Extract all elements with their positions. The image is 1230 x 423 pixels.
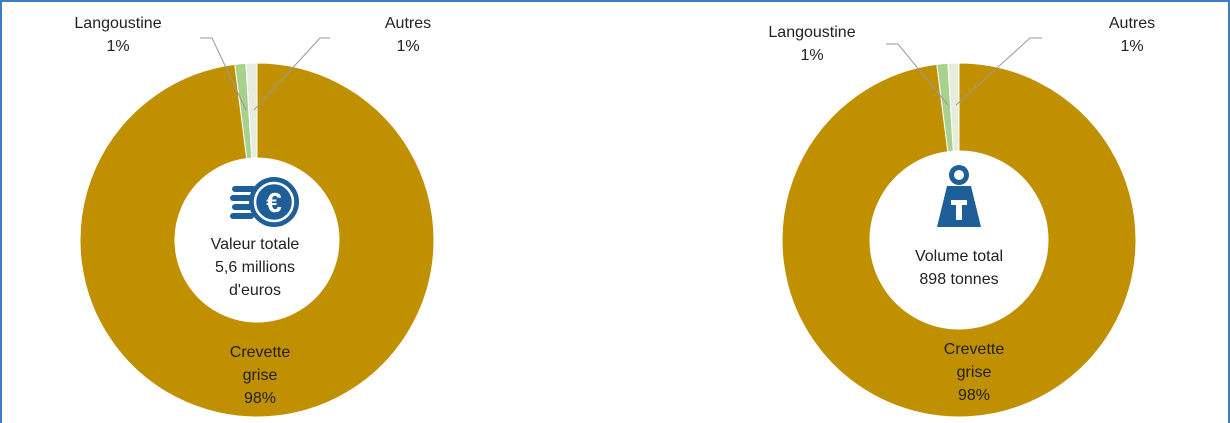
center-text-volume: Volume total 898 tonnes bbox=[894, 245, 1024, 291]
slice-crevette-grise bbox=[79, 62, 435, 418]
leader-line-langoustine bbox=[200, 37, 247, 111]
center-text-value: Valeur totale 5,6 millions d'euros bbox=[185, 233, 325, 302]
label-line: 1% bbox=[106, 38, 130, 55]
center-line: 5,6 millions bbox=[214, 259, 296, 276]
svg-text:€: € bbox=[266, 187, 282, 218]
center-line: d'euros bbox=[229, 282, 281, 299]
label-line: Crevette bbox=[943, 341, 1005, 358]
euro-coins-icon: € bbox=[230, 177, 299, 227]
slice-label-crevette: Crevette grise 98% bbox=[914, 338, 1034, 407]
label-line: 98% bbox=[243, 390, 277, 407]
label-line: 1% bbox=[1120, 38, 1144, 55]
label-line: 98% bbox=[957, 387, 991, 404]
donut-svg-value bbox=[79, 37, 435, 418]
slice-autres bbox=[947, 62, 960, 152]
label-line: Langoustine bbox=[768, 24, 856, 41]
center-line: Volume total bbox=[914, 248, 1004, 265]
center-line: Valeur totale bbox=[210, 236, 300, 253]
slice-label-autres: Autres 1% bbox=[358, 12, 458, 58]
label-line: Autres bbox=[1108, 15, 1156, 32]
leader-line-autres bbox=[253, 37, 330, 111]
slice-label-autres: Autres 1% bbox=[1082, 12, 1182, 58]
leader-line-langoustine bbox=[886, 43, 949, 106]
leader-line-autres bbox=[955, 37, 1042, 106]
label-line: grise bbox=[242, 367, 278, 384]
slice-crevette-grise bbox=[781, 62, 1137, 418]
slice-autres bbox=[245, 62, 258, 159]
label-line: Crevette bbox=[229, 344, 291, 361]
slice-label-crevette: Crevette grise 98% bbox=[200, 341, 320, 410]
weight-icon bbox=[937, 165, 981, 227]
donut-chart-volume: Volume total 898 tonnes Crevette grise 9… bbox=[650, 0, 1230, 423]
label-line: 1% bbox=[800, 47, 824, 64]
label-line: Autres bbox=[384, 15, 432, 32]
donut-chart-value: € Valeur totale 5,6 millions d'euros Cre… bbox=[0, 0, 560, 423]
slice-label-langoustine: Langoustine 1% bbox=[58, 12, 178, 58]
label-line: grise bbox=[956, 364, 992, 381]
center-line: 898 tonnes bbox=[919, 271, 999, 288]
label-line: Langoustine bbox=[74, 15, 162, 32]
label-line: 1% bbox=[396, 38, 420, 55]
donut-svg-volume bbox=[781, 37, 1137, 418]
slice-label-langoustine: Langoustine 1% bbox=[752, 21, 872, 67]
